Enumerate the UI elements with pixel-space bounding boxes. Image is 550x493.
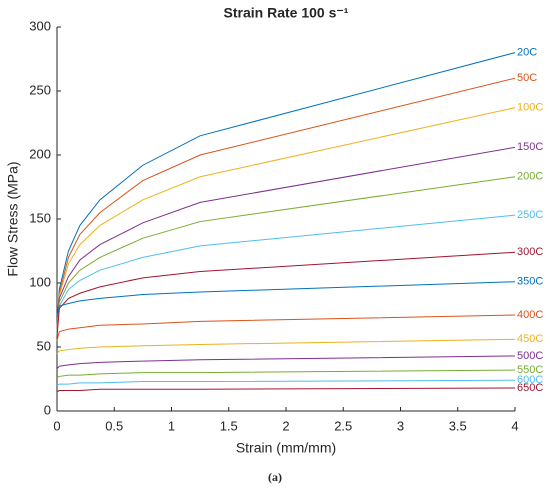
series-line — [56, 281, 516, 316]
caption: (a) — [268, 470, 282, 484]
x-tick-label: 3.5 — [449, 418, 467, 433]
y-axis-label: Flow Stress (MPa) — [5, 161, 21, 276]
series-line — [56, 355, 516, 370]
legend-label: 200C — [517, 171, 543, 183]
x-tick-label: 0 — [53, 418, 60, 433]
legend-label: 350C — [517, 276, 543, 288]
legend-label: 150C — [517, 141, 543, 153]
legend-label: 500C — [517, 350, 543, 362]
series-line — [56, 214, 516, 335]
x-tick-label: 4 — [511, 418, 518, 433]
legend-label: 300C — [517, 246, 543, 258]
legend-label: 600C — [517, 374, 543, 386]
series-line — [56, 369, 516, 379]
series-line — [56, 338, 516, 354]
series-line — [56, 251, 516, 337]
series-line — [56, 176, 516, 335]
x-tick-label: 0.5 — [105, 418, 123, 433]
legend-label: 50C — [517, 72, 537, 84]
x-tick-label: 2.5 — [334, 418, 352, 433]
series-line — [56, 146, 516, 332]
y-tick-label: 150 — [29, 210, 51, 225]
y-tick-label: 50 — [37, 338, 51, 353]
series-line — [56, 387, 516, 393]
legend-label: 20C — [517, 47, 537, 59]
x-tick-label: 3 — [397, 418, 404, 433]
y-tick-label: 250 — [29, 82, 51, 97]
series-line — [56, 77, 516, 328]
y-tick-label: 200 — [29, 146, 51, 161]
x-tick-label: 1 — [168, 418, 175, 433]
x-axis-label: Strain (mm/mm) — [236, 440, 336, 456]
y-tick-label: 300 — [29, 18, 51, 33]
legend-label: 650C — [517, 382, 543, 394]
x-tick-label: 2 — [282, 418, 289, 433]
legend-label: 450C — [517, 333, 543, 345]
y-tick-label: 100 — [29, 274, 51, 289]
series-line — [56, 314, 516, 341]
y-tick-label: 0 — [44, 402, 51, 417]
legend-label: 250C — [517, 209, 543, 221]
series-line — [56, 107, 516, 331]
x-tick-label: 1.5 — [220, 418, 238, 433]
legend-label: 100C — [517, 102, 543, 114]
legend-label: 550C — [517, 364, 543, 376]
legend-label: 400C — [517, 309, 543, 321]
chart-title: Strain Rate 100 s⁻¹ — [224, 5, 349, 21]
series-line — [56, 379, 516, 386]
series-line — [56, 52, 516, 328]
